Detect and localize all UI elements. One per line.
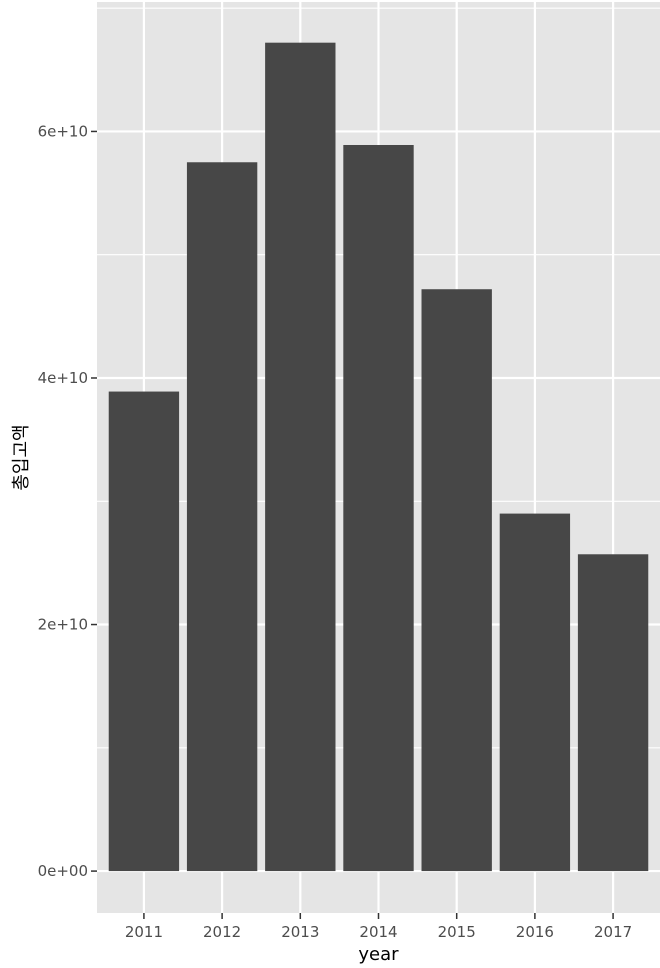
- bar-2015: [421, 289, 492, 872]
- x-axis: 2011 2012 2013 2014 2015 2016 2017: [125, 913, 632, 941]
- x-tick-label: 2017: [594, 923, 632, 941]
- bars: [108, 42, 649, 872]
- y-tick-label: 6e+10: [38, 122, 88, 140]
- x-tick-label: 2012: [203, 923, 241, 941]
- bar-2011: [108, 391, 180, 872]
- x-tick-label: 2016: [516, 923, 554, 941]
- y-axis-title: 총입고액: [11, 424, 32, 490]
- x-tick-label: 2015: [438, 923, 476, 941]
- bar-2017: [577, 554, 649, 872]
- y-tick-label: 0e+00: [38, 862, 88, 880]
- x-tick-label: 2013: [281, 923, 319, 941]
- y-tick-label: 2e+10: [38, 616, 88, 634]
- bar-2012: [186, 162, 258, 872]
- y-axis: 0e+00 2e+10 4e+10 6e+10: [38, 122, 97, 880]
- x-axis-title: year: [358, 944, 399, 965]
- bar-2016: [499, 513, 571, 872]
- x-tick-label: 2014: [359, 923, 397, 941]
- bar-2013: [265, 42, 336, 872]
- bar-2014: [343, 144, 414, 872]
- x-tick-label: 2011: [125, 923, 163, 941]
- y-tick-label: 4e+10: [38, 369, 88, 387]
